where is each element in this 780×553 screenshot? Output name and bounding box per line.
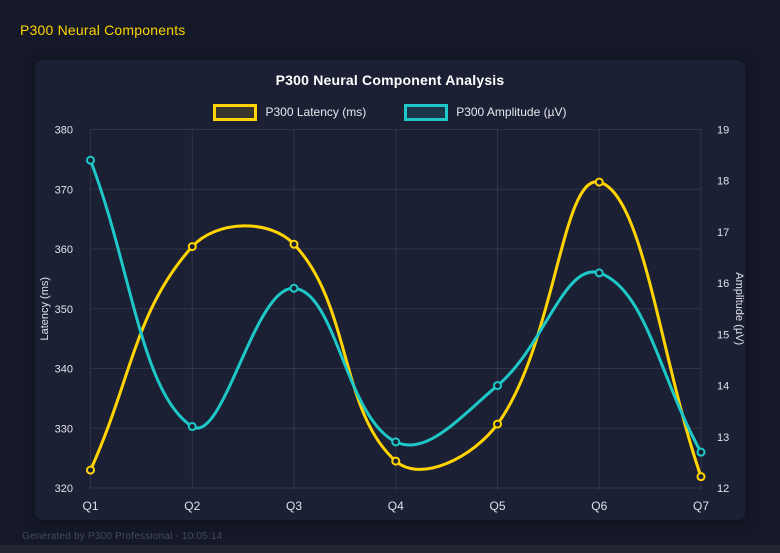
chart-svg: 320 330 340 350 360 370 380 12 13 14 15 16 17 18 19 Q1 Q…	[39, 125, 745, 514]
x-axis-tick: Q6	[591, 499, 607, 513]
legend-swatch-icon	[213, 103, 258, 121]
footer-status-text: Generated by P300 Professional - 10:05:1…	[22, 531, 223, 542]
legend-label: P300 Latency (ms)	[265, 105, 367, 119]
legend-item-latency[interactable]: P300 Latency (ms)	[213, 103, 367, 121]
chart-title: P300 Neural Component Analysis	[275, 72, 505, 88]
data-point-latency-Q3[interactable]	[289, 239, 299, 249]
right-axis-tick: 16	[717, 278, 729, 290]
data-point-amplitude-Q2[interactable]	[187, 422, 197, 432]
data-point-amplitude-Q5[interactable]	[493, 381, 502, 391]
left-axis-tick: 330	[55, 423, 73, 435]
left-axis-tick: 360	[55, 244, 73, 256]
data-point-amplitude-Q4[interactable]	[391, 437, 401, 447]
x-axis-tick: Q2	[184, 499, 200, 513]
right-axis-tick: 15	[717, 329, 729, 341]
left-axis-title: Latency (ms)	[39, 277, 51, 341]
left-axis-tick: 380	[55, 125, 73, 137]
left-axis-tick: 370	[55, 184, 73, 196]
x-axis-tick: Q3	[286, 499, 302, 513]
data-point-latency-Q6[interactable]	[594, 177, 604, 187]
chart-canvas: 320 330 340 350 360 370 380 12 13 14 15 16 17 18 19 Q1 Q…	[35, 60, 745, 520]
page-title: P300 Neural Components	[20, 22, 186, 38]
data-point-amplitude-Q6[interactable]	[594, 268, 604, 278]
data-point-latency-Q4[interactable]	[391, 456, 401, 466]
right-axis-tick: 13	[717, 432, 729, 444]
left-axis-tick: 340	[55, 364, 73, 376]
right-axis-tick: 14	[717, 381, 729, 393]
x-axis-tick: Q1	[82, 499, 98, 513]
data-point-latency-Q7[interactable]	[696, 472, 706, 482]
legend-swatch-icon	[404, 103, 449, 121]
data-point-amplitude-Q7[interactable]	[696, 447, 706, 457]
bottom-strip	[0, 545, 780, 553]
right-axis-tick: 12	[717, 483, 729, 495]
data-point-amplitude-Q3[interactable]	[289, 283, 299, 293]
left-axis-tick: 350	[55, 304, 73, 316]
x-axis-tick: Q7	[693, 499, 709, 513]
chart-legend: P300 Latency (ms) P300 Amplitude (µV)	[35, 102, 745, 122]
data-point-latency-Q5[interactable]	[493, 419, 502, 429]
legend-label: P300 Amplitude (µV)	[456, 105, 567, 119]
data-point-latency-Q2[interactable]	[187, 242, 197, 252]
right-axis-tick: 19	[717, 125, 729, 137]
right-axis-tick: 17	[717, 227, 729, 239]
right-axis-tick: 18	[717, 176, 729, 188]
x-axis-tick: Q5	[489, 499, 505, 513]
x-axis-tick: Q4	[388, 499, 404, 513]
legend-item-amplitude[interactable]: P300 Amplitude (µV)	[404, 103, 567, 121]
right-axis-title: Amplitude (µV)	[733, 272, 745, 345]
data-point-amplitude-Q1[interactable]	[86, 155, 95, 165]
left-axis-tick: 320	[55, 483, 73, 495]
data-point-latency-Q1[interactable]	[86, 465, 95, 475]
chart-panel: P300 Neural Component Analysis P300 Late…	[35, 60, 745, 520]
